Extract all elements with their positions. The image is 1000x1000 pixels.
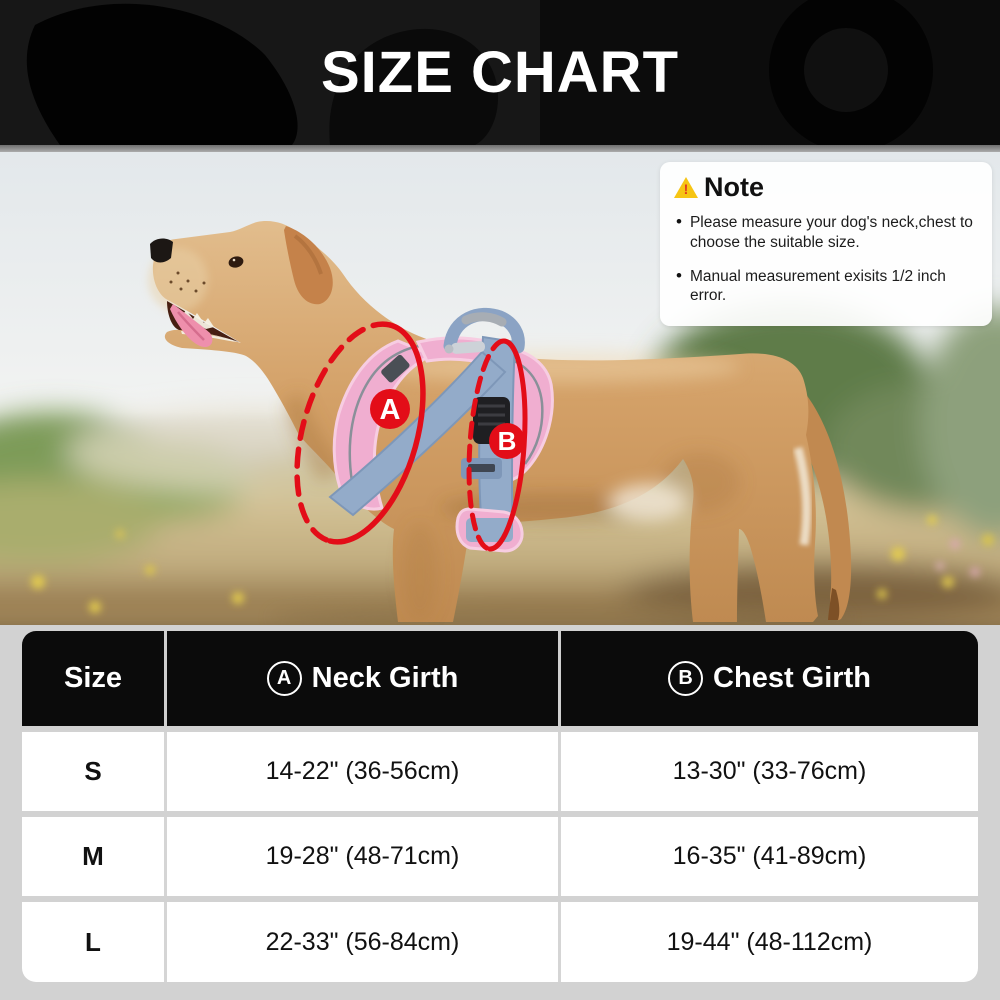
flower-blur-dots: [31, 515, 994, 613]
marker-b-circle: [489, 423, 525, 459]
circled-a-icon: A: [266, 661, 302, 696]
marker-a-circle: [370, 389, 410, 429]
header-separator: [0, 145, 1000, 152]
header-banner: SIZE CHART: [0, 0, 1000, 145]
neck-girth-cell: 22-33" (56-84cm): [167, 902, 561, 982]
size-table: Size A Neck Girth B Chest Girth S 14-22"…: [22, 631, 978, 982]
neck-girth-cell: 19-28" (48-71cm): [167, 817, 561, 896]
dog-measurement-illustration: A B: [0, 152, 1000, 625]
column-header-chest-girth: B Chest Girth: [561, 631, 978, 726]
marker-a-letter: A: [380, 394, 401, 426]
chest-girth-cell: 16-35" (41-89cm): [672, 842, 867, 870]
circled-b-icon: B: [668, 661, 704, 696]
chest-girth-cell: 13-30" (33-76cm): [672, 757, 867, 785]
size-cell: L: [22, 902, 167, 982]
table-row-m: M 19-28" (48-71cm) 16-35" (41-89cm): [22, 817, 978, 896]
note-item-text: Please measure your dog's neck,chest to …: [689, 214, 973, 251]
neck-girth-dashed-ellipse: [294, 321, 393, 544]
note-item: • Manual measurement exisits 1/2 inch er…: [676, 265, 978, 307]
dog-photo-section: A B Note • Please measure your dog's nec…: [0, 152, 1000, 625]
note-item-text: Manual measurement exisits 1/2 inch erro…: [689, 267, 946, 305]
note-item: • Please measure your dog's neck,chest t…: [676, 212, 978, 253]
whisker-dots: [169, 271, 206, 293]
warning-triangle-icon: [674, 177, 698, 198]
bullet-icon: •: [676, 265, 682, 285]
dog-eye: [228, 256, 244, 268]
column-header-chest-girth-label: Chest Girth: [713, 662, 871, 694]
dog-ear: [284, 226, 333, 305]
column-header-neck-girth-label: Neck Girth: [311, 662, 459, 694]
dog-mouth: [167, 301, 239, 342]
column-header-size: Size: [22, 631, 167, 726]
size-cell: S: [22, 732, 167, 811]
note-list: • Please measure your dog's neck,chest t…: [676, 212, 978, 307]
harness-illustration: [328, 307, 554, 553]
marker-b-letter: B: [498, 426, 517, 456]
chest-girth-dashed-ellipse: [466, 338, 507, 552]
dog-nose: [150, 238, 173, 263]
note-box: Note • Please measure your dog's neck,ch…: [660, 162, 992, 327]
size-table-section: Size A Neck Girth B Chest Girth S 14-22"…: [0, 625, 1000, 1000]
table-row-s: S 14-22" (36-56cm) 13-30" (33-76cm): [22, 732, 978, 811]
note-title: Note: [704, 172, 764, 202]
bullet-icon: •: [676, 212, 682, 231]
page-title: SIZE CHART: [321, 40, 679, 105]
measurement-annotations: A B: [294, 321, 528, 552]
note-title-row: Note: [674, 172, 978, 203]
table-row-l: L 22-33" (56-84cm) 19-44" (48-112cm): [22, 902, 978, 982]
size-cell: M: [22, 817, 167, 896]
column-header-neck-girth: A Neck Girth: [167, 631, 561, 726]
neck-girth-cell: 14-22" (36-56cm): [167, 732, 561, 811]
chest-girth-cell: 19-44" (48-112cm): [666, 927, 873, 956]
table-header-row: Size A Neck Girth B Chest Girth: [22, 631, 978, 726]
dog-silhouette-decoration: [0, 0, 933, 145]
neck-girth-solid-arc: [327, 322, 426, 545]
